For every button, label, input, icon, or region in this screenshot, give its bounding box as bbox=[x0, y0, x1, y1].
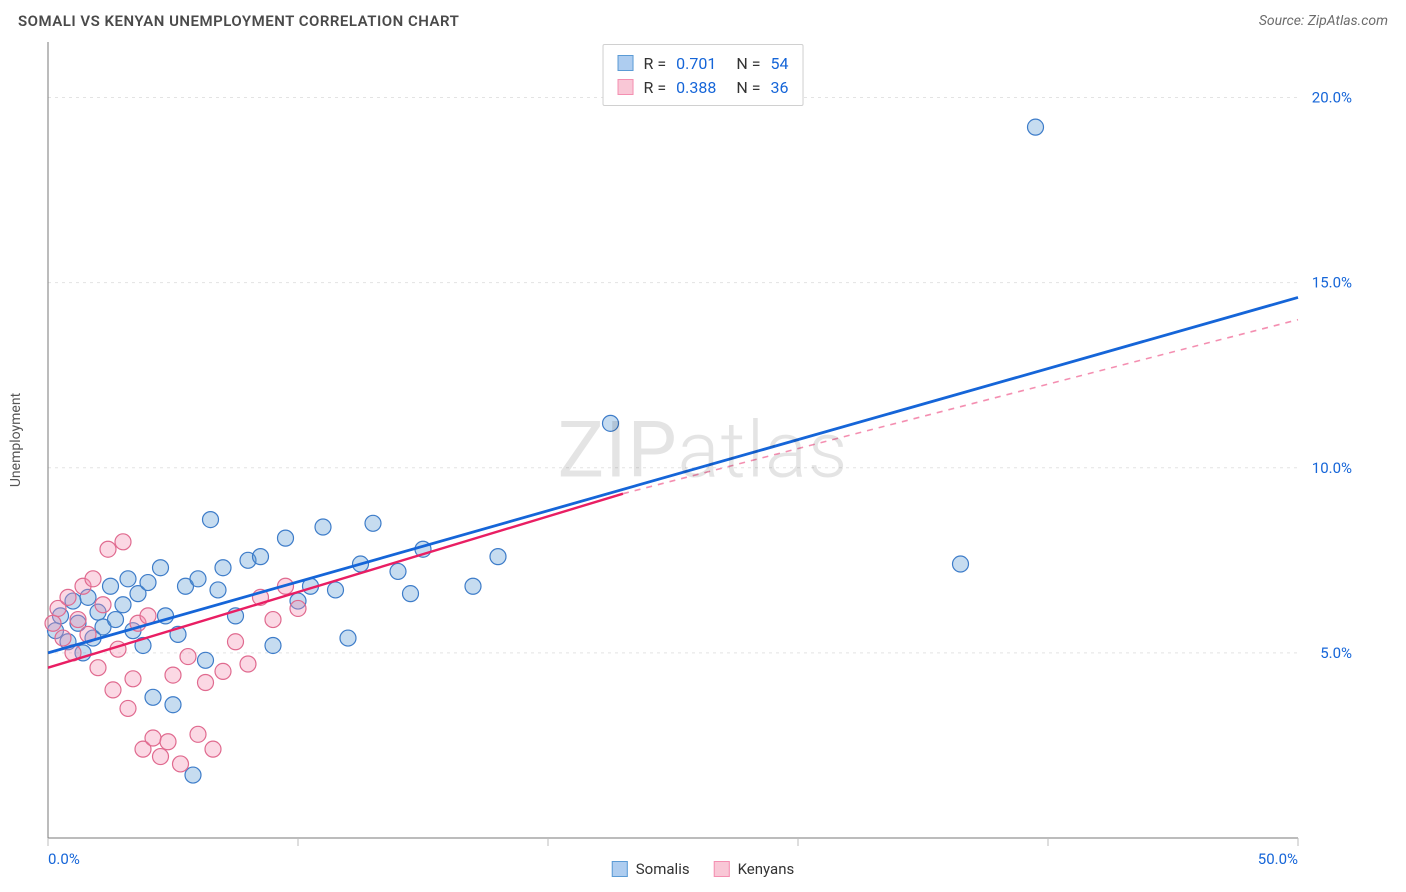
svg-text:50.0%: 50.0% bbox=[1258, 850, 1298, 868]
legend-label: Kenyans bbox=[738, 860, 795, 878]
r-value: 0.388 bbox=[676, 78, 716, 97]
chart-source: Source: ZipAtlas.com bbox=[1259, 13, 1388, 29]
legend-item: Kenyans bbox=[714, 860, 795, 878]
chart-title: SOMALI VS KENYAN UNEMPLOYMENT CORRELATIO… bbox=[18, 12, 459, 30]
svg-text:Unemployment: Unemployment bbox=[8, 392, 24, 487]
svg-text:5.0%: 5.0% bbox=[1320, 644, 1352, 662]
r-label: R = bbox=[644, 78, 667, 97]
n-value: 36 bbox=[770, 78, 788, 97]
svg-text:15.0%: 15.0% bbox=[1312, 274, 1352, 292]
legend-swatch bbox=[714, 861, 730, 877]
chart-area: 0.0% 50.0% 5.0% 10.0% 15.0% 20.0% Unemployment… bbox=[0, 38, 1406, 882]
corr-row: R = 0.388 N = 36 bbox=[618, 75, 789, 99]
series-legend: Somalis Kenyans bbox=[612, 860, 794, 878]
svg-text:10.0%: 10.0% bbox=[1312, 459, 1352, 477]
r-label: R = bbox=[644, 54, 667, 73]
corr-row: R = 0.701 N = 54 bbox=[618, 51, 789, 75]
correlation-legend: R = 0.701 N = 54 R = 0.388 N = 36 bbox=[603, 44, 804, 106]
legend-swatch bbox=[618, 79, 634, 95]
r-value: 0.701 bbox=[676, 54, 716, 73]
n-label: N = bbox=[736, 54, 760, 73]
svg-text:20.0%: 20.0% bbox=[1312, 89, 1352, 107]
legend-label: Somalis bbox=[636, 860, 690, 878]
chart-header: SOMALI VS KENYAN UNEMPLOYMENT CORRELATIO… bbox=[0, 0, 1406, 38]
scatter-chart: 0.0% 50.0% 5.0% 10.0% 15.0% 20.0% Unemployment bbox=[0, 38, 1406, 882]
legend-swatch bbox=[612, 861, 628, 877]
svg-text:0.0%: 0.0% bbox=[48, 850, 80, 868]
legend-item: Somalis bbox=[612, 860, 690, 878]
legend-swatch bbox=[618, 55, 634, 71]
n-value: 54 bbox=[770, 54, 788, 73]
n-label: N = bbox=[736, 78, 760, 97]
